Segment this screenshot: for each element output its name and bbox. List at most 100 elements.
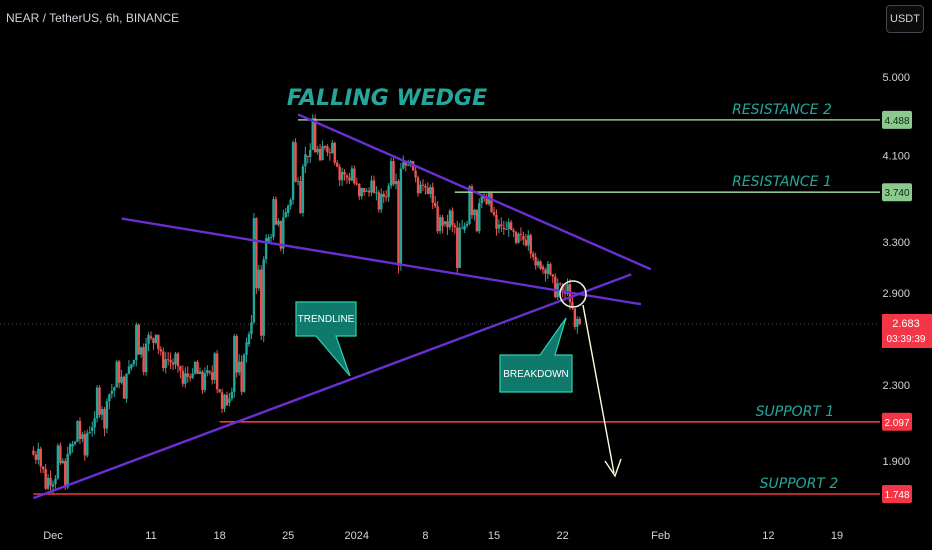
candle-body [350,168,354,181]
candle-body [345,175,349,178]
candle-body [39,448,42,467]
wedge-lower-line[interactable] [121,217,642,306]
candle-body [91,427,94,431]
trendline-callout-text: TRENDLINE [298,314,355,325]
candle-body [370,180,373,193]
candle-body [228,398,231,403]
candle-body [377,192,381,210]
candle-body [211,372,214,380]
chart-axes: 5.000 4.100 3.300 2.900 2.300 1.900 Dec 11 18 25 2… [0,72,910,542]
candle-body [429,187,432,195]
x-tick-label: 25 [282,530,294,542]
candle-body [536,261,540,266]
candle-body [470,186,474,216]
price-axis-badge-text: 3.740 [884,188,909,199]
candle-body [331,142,334,154]
y-tick-label: 5.000 [882,72,910,84]
x-tick-label: 11 [145,530,156,542]
candle-body [215,353,219,390]
price-axis-badge-text: 4.488 [884,116,909,127]
candle-body [561,286,564,291]
candle-body [269,236,273,238]
candle-body [441,217,444,226]
currency-button[interactable]: USDT [886,5,924,33]
candle-body [279,220,283,249]
trendline-callout[interactable] [295,301,357,377]
candle-body [103,409,106,429]
candle-body [512,230,515,232]
candle-body [46,477,50,489]
candle-body [193,361,197,374]
candle-body [159,349,162,352]
candle-body [402,162,405,169]
candle-body [434,202,437,207]
candle-body [260,269,263,336]
candle-body [362,188,366,193]
candle-body [313,118,317,153]
y-tick-label: 3.300 [882,237,910,249]
price-axis-badge [882,412,912,431]
trendline-line[interactable] [32,273,632,500]
candle-body [468,186,471,224]
x-tick-label: 8 [422,530,428,542]
candle-body [218,389,221,393]
candlestick-series [32,114,581,495]
candle-body [419,184,422,194]
x-tick-label: 22 [556,530,568,542]
candle-body [502,227,505,230]
candle-body [294,142,297,182]
x-tick-label: Dec [43,530,63,542]
candle-body [171,362,175,365]
candle-body [233,335,236,392]
candle-body [438,217,442,232]
candle-body [245,342,248,355]
candle-body [497,224,501,229]
candle-body [59,445,62,464]
candle-body [235,335,238,373]
candle-body [108,394,111,402]
current-price-badge [882,313,932,348]
countdown-text: 03:39:39 [887,334,926,345]
candle-body [463,225,466,231]
candle-body [220,392,224,409]
candle-body [66,453,69,488]
wedge-upper-line[interactable] [297,113,652,271]
candle-body [358,184,361,197]
candle-body [340,172,344,181]
candle-body [135,324,138,361]
candle-body [154,334,158,344]
candle-body [483,196,486,199]
candle-body [157,334,160,350]
candle-body [230,391,234,399]
breakdown-callout[interactable] [499,317,573,393]
candle-body [367,190,371,193]
candle-body [206,369,209,374]
candle-body [397,180,400,266]
candle-body [546,264,550,274]
candle-body [480,196,483,204]
chart-drawings [32,113,880,500]
candle-body [436,206,439,232]
candle-body [196,361,199,374]
candle-body [191,373,194,378]
candle-body [184,373,187,384]
candle-body [78,420,82,440]
candle-body [49,477,52,486]
candle-body [238,361,241,373]
candle-body [333,142,336,163]
candle-body [532,253,535,257]
candle-body [110,390,113,394]
candle-body [37,448,40,460]
candle-body [274,199,278,225]
candle-body [416,177,420,194]
candle-body [257,269,260,289]
candle-body [189,376,192,378]
candle-body [64,460,67,488]
candle-body [551,274,554,277]
candle-body [385,196,388,198]
candle-body [213,353,216,380]
candle-body [372,180,376,193]
candle-body [176,353,180,367]
candle-body [478,203,481,232]
